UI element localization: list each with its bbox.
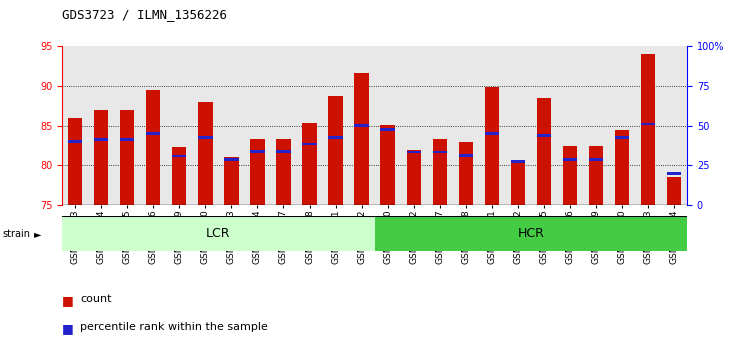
Bar: [485, 132, 499, 135]
Bar: [589, 158, 603, 160]
Bar: [615, 130, 629, 205]
Bar: [94, 110, 108, 205]
Bar: [140, 46, 167, 205]
Bar: [458, 142, 473, 205]
Bar: [433, 150, 447, 153]
Bar: [557, 46, 583, 205]
Bar: [167, 46, 192, 205]
Bar: [224, 157, 238, 205]
Text: HCR: HCR: [518, 227, 545, 240]
Bar: [615, 136, 629, 139]
Text: strain: strain: [2, 229, 30, 239]
Bar: [62, 216, 374, 251]
Bar: [270, 46, 297, 205]
Bar: [433, 139, 447, 205]
Bar: [120, 138, 135, 141]
Bar: [505, 46, 531, 205]
Text: ■: ■: [62, 322, 74, 335]
Bar: [381, 125, 395, 205]
Bar: [146, 90, 160, 205]
Bar: [511, 160, 525, 163]
Bar: [173, 147, 186, 205]
Text: GDS3723 / ILMN_1356226: GDS3723 / ILMN_1356226: [62, 8, 227, 21]
Bar: [328, 96, 343, 205]
Bar: [661, 46, 687, 205]
Bar: [244, 46, 270, 205]
Bar: [198, 102, 213, 205]
Bar: [114, 46, 140, 205]
Text: count: count: [80, 294, 112, 304]
Bar: [589, 145, 603, 205]
Bar: [68, 118, 83, 205]
Text: ►: ►: [34, 229, 42, 239]
Bar: [276, 150, 291, 153]
Bar: [62, 46, 88, 205]
Bar: [667, 177, 681, 205]
Bar: [609, 46, 635, 205]
Bar: [328, 136, 343, 139]
Bar: [537, 134, 551, 137]
Bar: [374, 216, 687, 251]
Bar: [406, 150, 421, 153]
Bar: [406, 149, 421, 205]
Bar: [198, 136, 213, 139]
Bar: [297, 46, 322, 205]
Bar: [146, 132, 160, 135]
Bar: [250, 139, 265, 205]
Bar: [322, 46, 349, 205]
Bar: [355, 124, 368, 127]
Bar: [563, 145, 577, 205]
Text: LCR: LCR: [206, 227, 231, 240]
Bar: [427, 46, 452, 205]
Bar: [88, 46, 114, 205]
Bar: [224, 158, 238, 160]
Bar: [563, 158, 577, 160]
Bar: [401, 46, 427, 205]
Bar: [381, 128, 395, 131]
Bar: [276, 139, 291, 205]
Bar: [635, 46, 661, 205]
Bar: [511, 161, 525, 205]
Bar: [641, 123, 655, 125]
Bar: [94, 138, 108, 141]
Bar: [349, 46, 374, 205]
Bar: [458, 154, 473, 156]
Bar: [192, 46, 219, 205]
Text: ■: ■: [62, 294, 74, 307]
Bar: [531, 46, 557, 205]
Bar: [303, 123, 317, 205]
Bar: [374, 46, 401, 205]
Bar: [219, 46, 244, 205]
Bar: [68, 140, 83, 143]
Bar: [537, 98, 551, 205]
Bar: [120, 110, 135, 205]
Bar: [583, 46, 609, 205]
Bar: [355, 73, 368, 205]
Bar: [452, 46, 479, 205]
Bar: [303, 143, 317, 145]
Bar: [479, 46, 505, 205]
Bar: [250, 150, 265, 153]
Bar: [667, 172, 681, 175]
Bar: [641, 54, 655, 205]
Text: percentile rank within the sample: percentile rank within the sample: [80, 322, 268, 332]
Bar: [173, 155, 186, 157]
Bar: [485, 87, 499, 205]
